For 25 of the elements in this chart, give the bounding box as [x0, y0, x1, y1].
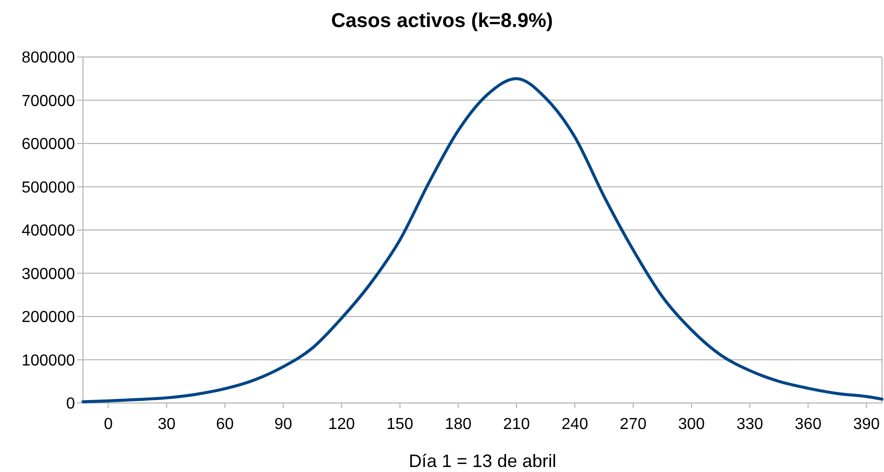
x-tick-label: 180 [444, 416, 472, 433]
x-axis-title: Día 1 = 13 de abril [408, 451, 556, 471]
x-tick-label: 90 [274, 416, 292, 433]
y-tick-label: 500000 [22, 179, 76, 196]
y-tick-label: 400000 [22, 222, 76, 240]
y-tick-label: 300000 [22, 266, 76, 283]
x-tick-label: 270 [620, 416, 647, 433]
y-tick-label: 0 [66, 396, 76, 413]
x-tick-label: 0 [104, 416, 113, 433]
y-tick-label: 700000 [22, 92, 76, 110]
y-tick-label: 600000 [22, 136, 76, 154]
x-tick-label: 360 [794, 416, 822, 433]
chart-title: Casos activos (k=8.9%) [331, 10, 553, 32]
y-tick-label: 100000 [22, 352, 76, 370]
x-tick-label: 240 [561, 416, 588, 433]
x-tick-label: 300 [678, 416, 705, 433]
x-tick-label: 330 [736, 416, 764, 433]
x-tick-label: 120 [328, 416, 356, 433]
y-tick-label: 800000 [22, 50, 76, 67]
x-tick-label: 210 [503, 416, 530, 433]
y-tick-label: 200000 [22, 309, 76, 326]
x-tick-label: 60 [216, 416, 234, 433]
x-tick-label: 390 [853, 416, 880, 433]
x-tick-label: 150 [386, 416, 414, 433]
x-tick-label: 30 [158, 416, 176, 433]
